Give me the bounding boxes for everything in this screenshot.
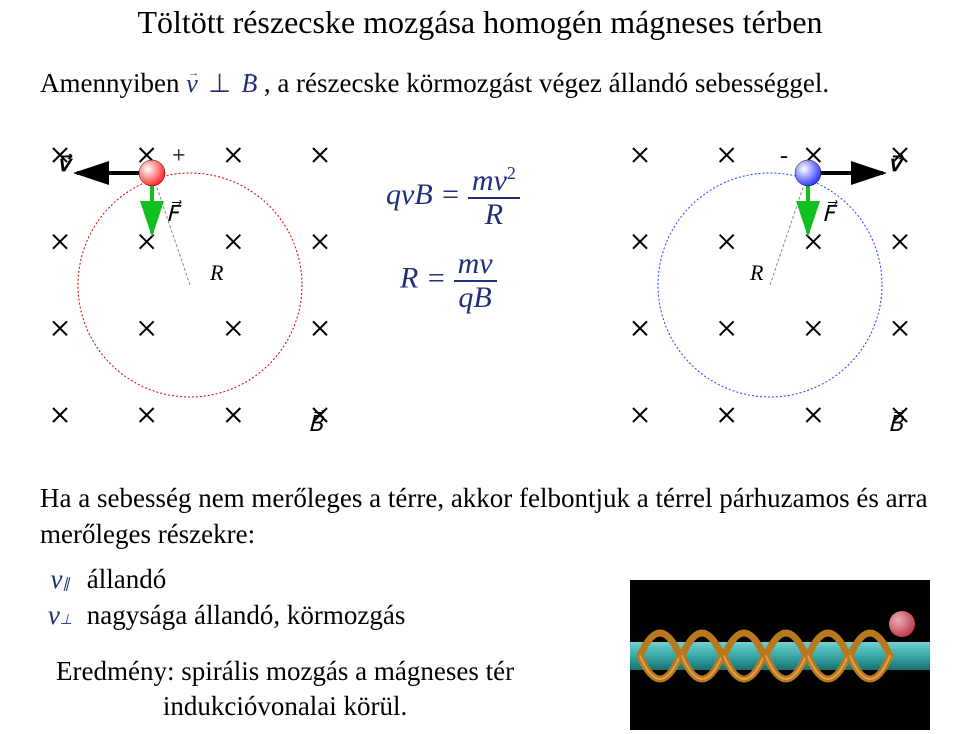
eq1-v: v	[494, 164, 507, 197]
vpar-text: állandó	[87, 564, 166, 594]
result-line1: Eredmény: spirális mozgás a mágneses tér	[56, 654, 514, 689]
eq2-left: R =	[400, 261, 454, 294]
svg-text:F⃗: F⃗	[822, 200, 839, 226]
intro-prefix: Amennyiben	[40, 68, 186, 98]
svg-text:v⃗: v⃗	[57, 151, 74, 176]
eq1-m: m	[472, 164, 494, 197]
svg-text:-: -	[780, 143, 788, 169]
vpar-sub: ∥	[62, 577, 69, 592]
svg-text:v⃗: v⃗	[888, 151, 905, 176]
eq1-sup: 2	[507, 163, 516, 183]
eq1-den: R	[468, 199, 520, 231]
result-line2: indukcióvonalai körül.	[56, 689, 514, 724]
page-title: Töltött részecske mozgása homogén mágnes…	[0, 4, 960, 41]
svg-text:R: R	[209, 260, 224, 285]
below-line2: merőleges részekre:	[40, 516, 928, 552]
vperp-symbol: v	[48, 600, 60, 630]
result-text: Eredmény: spirális mozgás a mágneses tér…	[56, 654, 514, 724]
equation-qvB: qvB = mv2 R	[386, 164, 520, 230]
intro-line: Amennyiben →v ⊥ →B , a részecske körmozg…	[40, 68, 829, 99]
svg-text:B⃗: B⃗	[888, 410, 905, 435]
svg-text:R: R	[749, 260, 764, 285]
vperp-sub: ⊥	[60, 613, 72, 628]
vperp-text: nagysága állandó, körmozgás	[87, 600, 406, 630]
equation-R: R = mv qB	[400, 248, 497, 313]
svg-text:F⃗: F⃗	[166, 200, 183, 226]
diagram-negative-charge: R F⃗ v⃗ - B⃗	[620, 135, 920, 435]
svg-text:B⃗: B⃗	[308, 410, 325, 435]
svg-text:+: +	[172, 143, 186, 169]
perp-symbol: ⊥	[204, 69, 235, 98]
eq2-num: mv	[454, 248, 497, 282]
diagram-positive-charge: R F⃗ v⃗ + B⃗	[40, 135, 340, 435]
eq1-left: qvB =	[386, 178, 468, 211]
eq2-den: qB	[454, 282, 497, 314]
below-line1: Ha a sebesség nem merőleges a térre, akk…	[40, 480, 928, 516]
vpar-symbol: v	[51, 564, 63, 594]
intro-suffix: , a részecske körmozgást végez állandó s…	[264, 68, 829, 98]
helix-illustration	[630, 580, 930, 730]
